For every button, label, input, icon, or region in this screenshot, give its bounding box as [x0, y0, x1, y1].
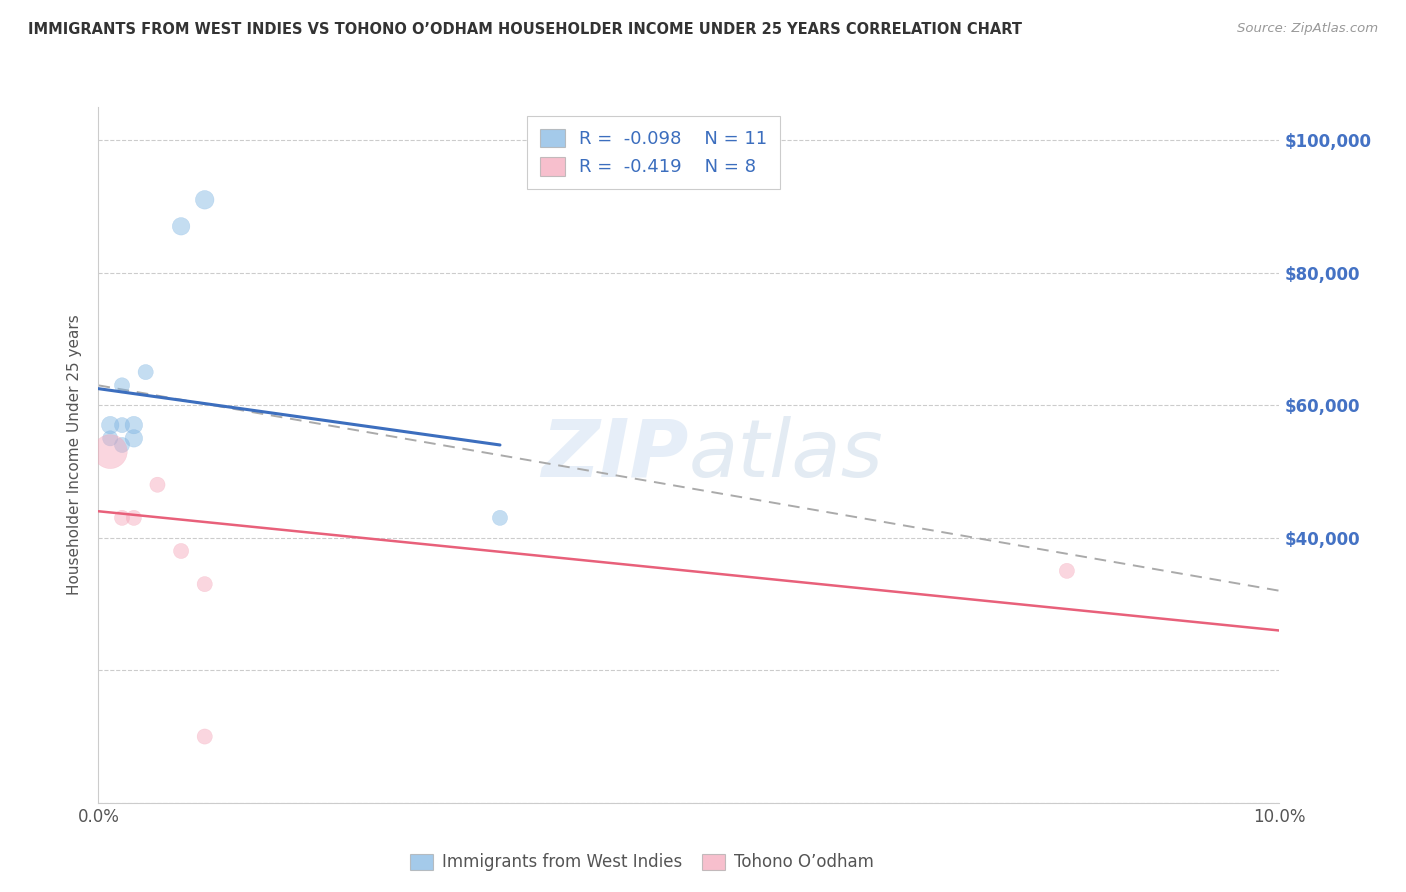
Point	[135, 365, 157, 379]
Legend: Immigrants from West Indies, Tohono O’odham: Immigrants from West Indies, Tohono O’od…	[404, 847, 880, 878]
Point	[194, 577, 217, 591]
Text: Source: ZipAtlas.com: Source: ZipAtlas.com	[1237, 22, 1378, 36]
Point	[170, 219, 193, 234]
Point	[111, 438, 134, 452]
Y-axis label: Householder Income Under 25 years: Householder Income Under 25 years	[67, 315, 83, 595]
Text: ZIP: ZIP	[541, 416, 689, 494]
Text: atlas: atlas	[689, 416, 884, 494]
Point	[489, 511, 512, 525]
Point	[98, 418, 121, 433]
Point	[194, 730, 217, 744]
Point	[122, 511, 145, 525]
Point	[98, 431, 121, 445]
Point	[194, 193, 217, 207]
Point	[1056, 564, 1078, 578]
Point	[98, 444, 121, 458]
Point	[170, 544, 193, 558]
Point	[111, 378, 134, 392]
Point	[111, 511, 134, 525]
Text: IMMIGRANTS FROM WEST INDIES VS TOHONO O’ODHAM HOUSEHOLDER INCOME UNDER 25 YEARS : IMMIGRANTS FROM WEST INDIES VS TOHONO O’…	[28, 22, 1022, 37]
Point	[122, 418, 145, 433]
Point	[111, 418, 134, 433]
Point	[146, 477, 169, 491]
Point	[122, 431, 145, 445]
